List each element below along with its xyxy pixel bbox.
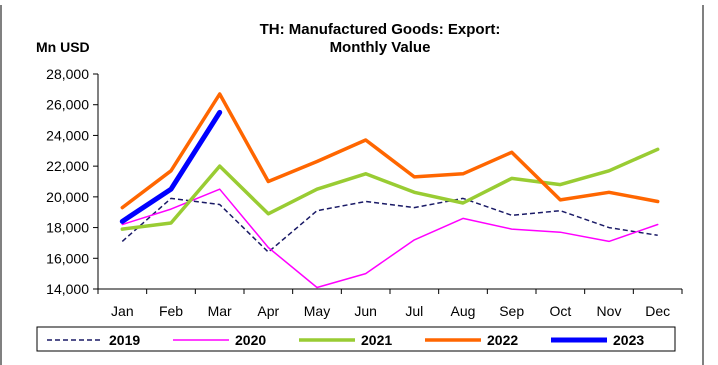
unit-label: Mn USD (36, 39, 90, 55)
legend-items: 2019 2020 2021 2022 2023 (47, 332, 644, 348)
y-tick-label: 20,000 (46, 189, 89, 205)
x-tick-label: Feb (159, 303, 183, 319)
series-line-2021 (120, 147, 660, 231)
x-tick-label: May (304, 303, 330, 319)
y-tick-label: 14,000 (46, 281, 89, 297)
chart-title-line2: Monthly Value (330, 39, 431, 56)
x-tick-label: Apr (257, 303, 279, 319)
legend-label-2022: 2022 (487, 332, 518, 348)
series-line-2020 (121, 188, 659, 289)
legend: 2019 2020 2021 2022 2023 (36, 326, 676, 352)
x-tick-label: Nov (597, 303, 622, 319)
y-tick-label: 28,000 (46, 66, 89, 82)
axes: 14,000 16,000 18,000 20,000 22,000 24,000 26,0… (46, 66, 683, 319)
x-tick-label: Oct (549, 303, 571, 319)
legend-label-2019: 2019 (109, 332, 140, 348)
legend-label-2021: 2021 (361, 332, 392, 348)
x-tick-label: Mar (208, 303, 232, 319)
x-tick-label: Sep (499, 303, 524, 319)
legend-label-2020: 2020 (235, 332, 266, 348)
x-tick-label: Jan (111, 303, 134, 319)
chart-title-line1: TH: Manufactured Goods: Export: (260, 21, 501, 38)
y-tick-label: 16,000 (46, 250, 89, 266)
legend-label-2023: 2023 (613, 332, 644, 348)
x-tick-label: Aug (451, 303, 476, 319)
x-tick-label: Jun (354, 303, 377, 319)
series-layer (119, 92, 660, 289)
x-tick-label: Jul (405, 303, 423, 319)
y-tick-label: 18,000 (46, 220, 89, 236)
series-line-2023 (119, 109, 223, 224)
y-tick-label: 22,000 (46, 158, 89, 174)
series-line-2019 (121, 197, 658, 253)
x-tick-label: Dec (645, 303, 670, 319)
y-tick-label: 24,000 (46, 127, 89, 143)
y-tick-label: 26,000 (46, 97, 89, 113)
series-line-2022 (120, 92, 660, 210)
